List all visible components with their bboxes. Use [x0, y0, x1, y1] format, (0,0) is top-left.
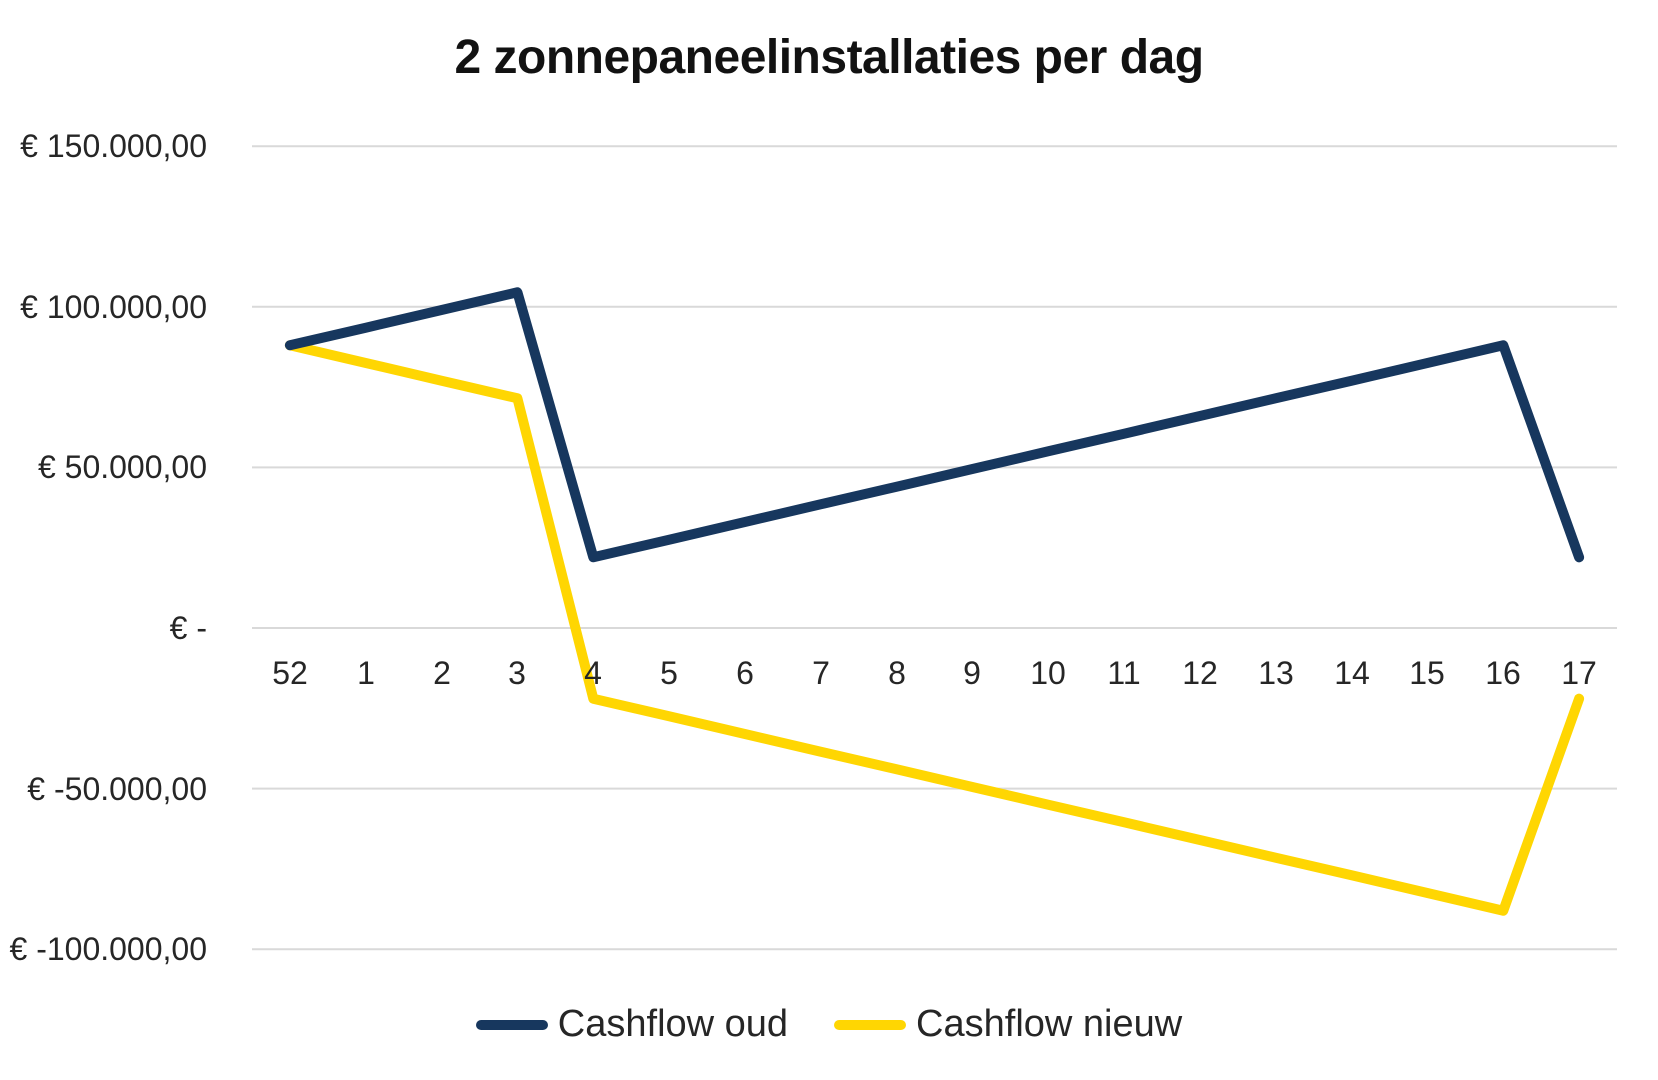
- x-tick-label: 14: [1334, 655, 1370, 691]
- x-tick-label: 8: [888, 655, 906, 691]
- chart-title: 2 zonnepaneelinstallaties per dag: [454, 31, 1204, 84]
- legend-label: Cashflow nieuw: [916, 1003, 1183, 1045]
- x-tick-label: 5: [660, 655, 678, 691]
- legend-item-cashflow-nieuw: Cashflow nieuw: [834, 1003, 1182, 1046]
- legend-item-cashflow-oud: Cashflow oud: [475, 1003, 789, 1046]
- y-tick-label: € -100.000,00: [9, 931, 208, 967]
- x-tick-label: 3: [508, 655, 526, 691]
- legend-swatch: [834, 1019, 907, 1030]
- x-tick-label: 11: [1107, 655, 1141, 691]
- x-tick-label: 12: [1182, 655, 1218, 691]
- y-tick-label: € 100.000,00: [20, 289, 207, 325]
- x-tick-label: 2: [433, 655, 451, 691]
- x-tick-label: 9: [963, 655, 981, 691]
- y-tick-label: € 150.000,00: [20, 128, 207, 164]
- x-tick-label: 4: [584, 655, 602, 691]
- legend: Cashflow oud Cashflow nieuw: [0, 1003, 1658, 1046]
- x-tick-label: 7: [812, 655, 830, 691]
- legend-swatch: [475, 1019, 548, 1030]
- x-tick-label: 15: [1409, 655, 1445, 691]
- series-line-cashflow-nieuw: [284, 340, 1585, 916]
- x-tick-label: 6: [736, 655, 754, 691]
- x-tick-label: 16: [1485, 655, 1521, 691]
- x-tick-label: 10: [1030, 655, 1066, 691]
- y-tick-label: € -: [169, 610, 207, 646]
- x-tick-label: 52: [272, 655, 308, 691]
- x-tick-label: 13: [1258, 655, 1294, 691]
- x-tick-label: 17: [1561, 655, 1597, 691]
- series-line-cashflow-oud: [284, 287, 1585, 563]
- y-tick-label: € -50.000,00: [27, 771, 207, 807]
- legend-label: Cashflow oud: [557, 1003, 789, 1045]
- x-tick-label: 1: [357, 655, 375, 691]
- y-tick-label: € 50.000,00: [37, 449, 207, 485]
